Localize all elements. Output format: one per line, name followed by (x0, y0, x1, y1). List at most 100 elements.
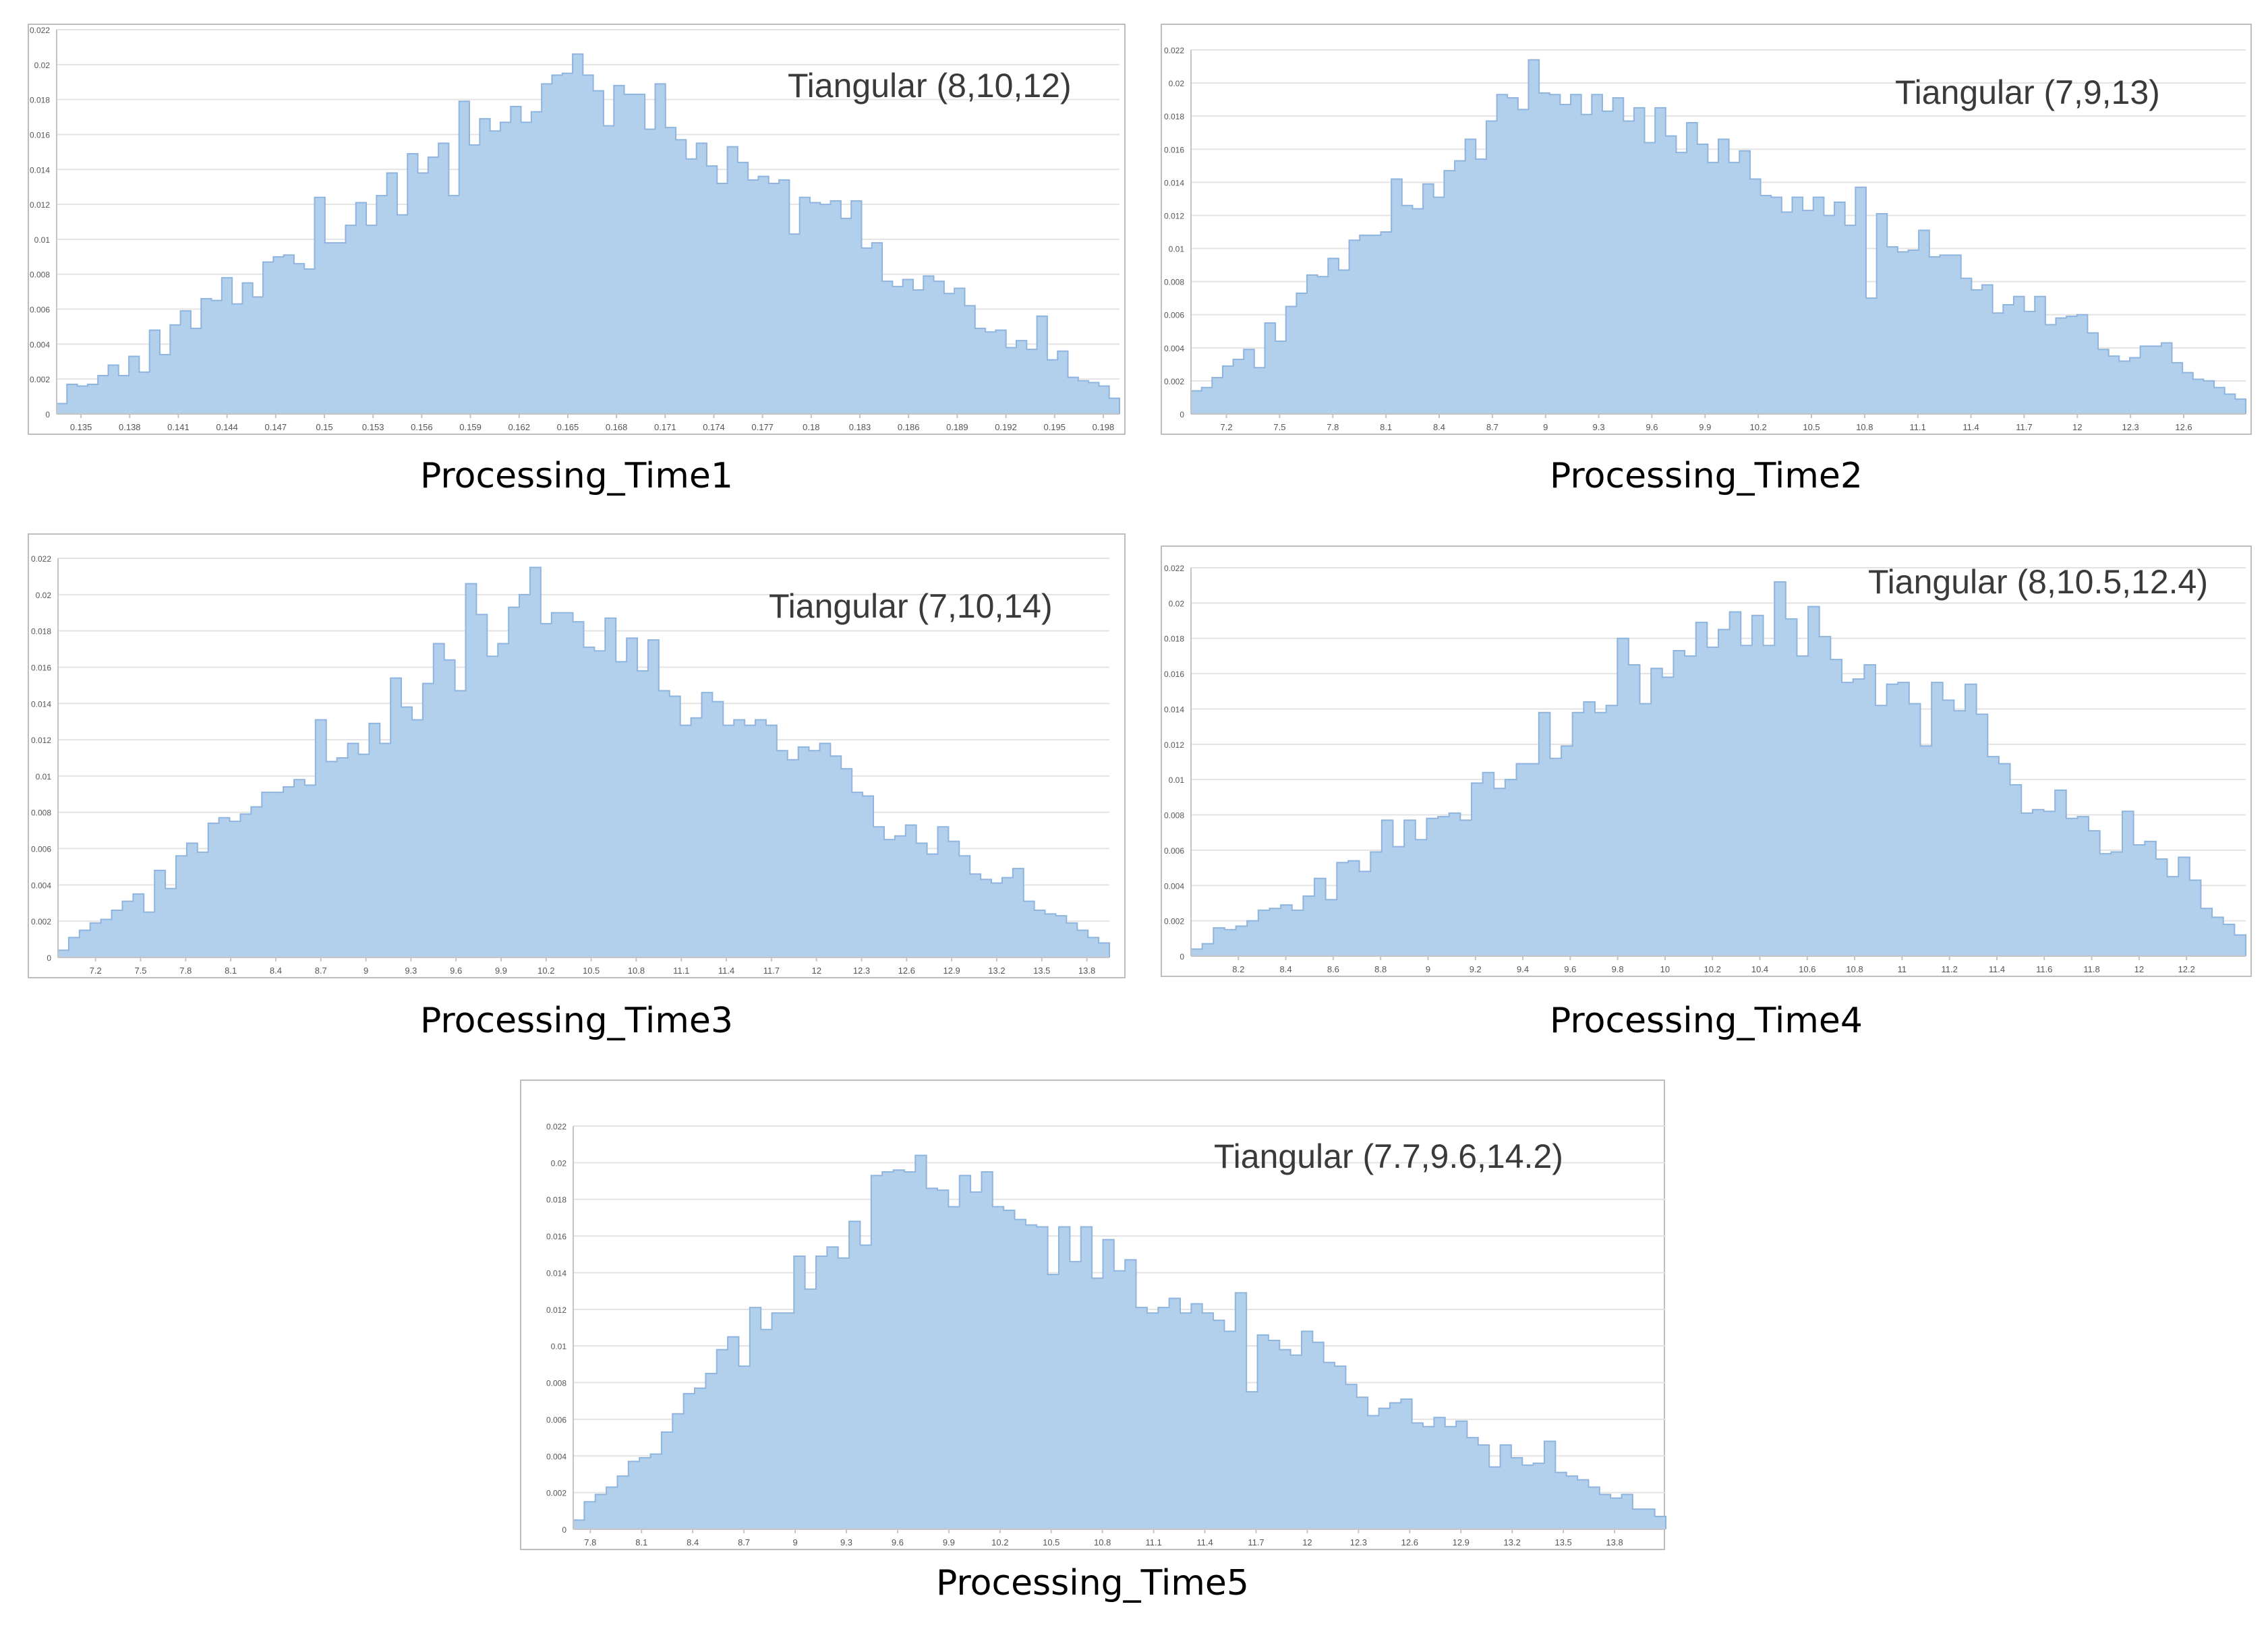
histogram-bar (1976, 714, 1988, 956)
x-tick-label: 7.5 (1273, 422, 1285, 432)
histogram-bar (208, 823, 220, 957)
histogram-bar (1125, 1260, 1137, 1529)
histogram-bar (1971, 289, 1983, 414)
histogram-bar (1401, 1399, 1413, 1529)
x-tick-label: 0.138 (119, 422, 141, 432)
histogram-bar (1965, 684, 1977, 956)
histogram-bar (1920, 746, 1932, 956)
histogram-bar (315, 719, 327, 957)
x-tick-label: 0.156 (411, 422, 433, 432)
y-tick-label: 0.012 (1164, 211, 1184, 220)
histogram-bar (665, 127, 676, 414)
x-tick-label: 0.135 (70, 422, 92, 432)
histogram-bar (1368, 1415, 1380, 1529)
histogram-bar (1146, 1313, 1159, 1529)
histogram-bar (593, 90, 604, 414)
histogram-bar (1987, 757, 2000, 956)
distribution-label: Tiangular (7.7,9.6,14.2) (1214, 1138, 1563, 1175)
histogram-bar (1465, 139, 1476, 414)
histogram-bar (1544, 1441, 1556, 1529)
histogram-bar (2089, 831, 2101, 956)
histogram-bar (1538, 712, 1551, 956)
histogram-bar (324, 243, 336, 414)
histogram-bar (252, 297, 264, 414)
y-tick-label: 0.008 (546, 1379, 566, 1388)
histogram-bar (1023, 901, 1035, 957)
histogram-bar (469, 145, 480, 414)
x-tick-label: 0.18 (803, 422, 819, 432)
y-tick-label: 0.016 (1164, 670, 1184, 679)
histogram-bar (1830, 659, 1842, 956)
histogram-bar (2122, 811, 2134, 956)
histogram-bar (1876, 214, 1888, 414)
histogram-bar (789, 234, 801, 414)
histogram-bar (937, 827, 949, 957)
y-tick-label: 0.01 (551, 1342, 567, 1351)
y-tick-label: 0.02 (1169, 79, 1185, 88)
chart-caption: Processing_Time5 (935, 1563, 1249, 1603)
histogram-bar (882, 1171, 894, 1529)
y-tick-label: 0.004 (1164, 344, 1184, 353)
histogram-bar (2182, 372, 2194, 414)
histogram-bar (1898, 682, 1910, 956)
histogram-bar (595, 1494, 607, 1529)
histogram-bar (1380, 232, 1392, 414)
histogram-bar (970, 1191, 983, 1529)
x-tick-label: 12.3 (1350, 1537, 1367, 1547)
histogram-bar (2119, 361, 2130, 414)
histogram-bar (1623, 121, 1635, 414)
histogram-plot-processing-time3: 0 0.002 0.004 0.006 0.008 0.01 0.012 0.014 0.016… (28, 533, 1126, 978)
histogram-bar (614, 85, 625, 414)
y-tick-label: 0.018 (1164, 634, 1184, 644)
histogram-bar (2161, 343, 2173, 414)
x-tick-label: 10.6 (1799, 964, 1815, 974)
histogram-bar (1235, 1293, 1247, 1529)
histogram-bar (1345, 1384, 1358, 1529)
histogram-bar (2021, 812, 2033, 956)
histogram-bar (669, 696, 681, 957)
x-tick-label: 11.4 (1196, 1537, 1213, 1547)
histogram-bar (1489, 1467, 1501, 1529)
y-tick-label: 0.014 (1164, 178, 1184, 187)
histogram-bar (1381, 820, 1394, 956)
histogram-bar (1476, 159, 1487, 414)
x-tick-label: 9 (364, 966, 368, 976)
histogram-bar (912, 290, 924, 414)
histogram-bar (1516, 763, 1528, 956)
histogram-bar (655, 84, 666, 415)
x-tick-label: 9.8 (1612, 964, 1624, 974)
y-tick-label: 0.016 (31, 663, 51, 672)
histogram-bar (809, 202, 821, 414)
histogram-bar (2192, 379, 2205, 414)
histogram-bar (411, 719, 424, 957)
x-tick-label: 12.3 (853, 966, 870, 976)
histogram-bar (723, 725, 734, 957)
x-tick-label: 8.6 (1327, 964, 1339, 974)
histogram-bar (369, 723, 380, 957)
y-tick-label: 0.01 (34, 235, 51, 245)
y-tick-label: 0.02 (551, 1158, 567, 1168)
y-tick-label: 0.022 (31, 554, 51, 564)
x-tick-label: 11 (1898, 964, 1907, 974)
histogram-bar (706, 166, 718, 414)
histogram-bar (1628, 665, 1641, 956)
histogram-bar (2066, 316, 2078, 414)
histogram-bar (1599, 1494, 1611, 1529)
histogram-bar (397, 214, 408, 414)
x-tick-label: 0.144 (216, 422, 238, 432)
x-tick-label: 9.3 (840, 1537, 852, 1547)
histogram-bar (1307, 274, 1318, 414)
histogram-bar (58, 950, 69, 957)
histogram-bar (1707, 647, 1719, 956)
histogram-bar (2214, 387, 2226, 414)
histogram-bar (1370, 852, 1383, 956)
histogram-bar (1456, 1421, 1468, 1529)
histogram-bar (627, 638, 638, 957)
histogram-bar (892, 286, 904, 414)
histogram-bar (1303, 895, 1315, 956)
histogram-bar (1423, 183, 1434, 414)
histogram-bar (345, 225, 357, 414)
histogram-bar (1047, 359, 1058, 414)
histogram-bar (417, 173, 429, 414)
histogram-bar (1929, 256, 1941, 414)
